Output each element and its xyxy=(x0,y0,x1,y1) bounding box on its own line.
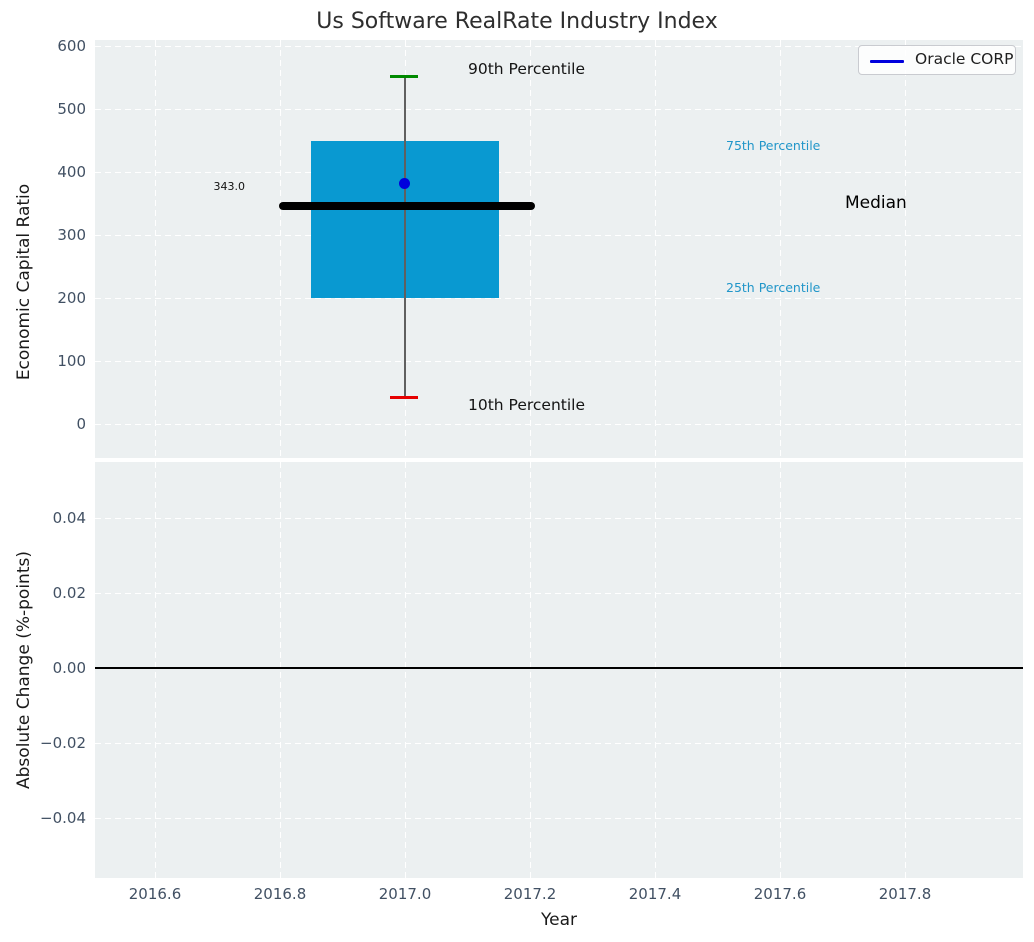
p90-label: 90th Percentile xyxy=(468,60,586,78)
gridline xyxy=(405,462,406,878)
y-tick-label: 0 xyxy=(76,415,86,433)
gridline xyxy=(95,172,1023,173)
x-axis-label: Year xyxy=(541,910,577,930)
bottom-plot-area xyxy=(95,462,1023,878)
gridline xyxy=(905,462,906,878)
oracle-data-point xyxy=(399,178,410,189)
p10-whisker-cap xyxy=(390,396,418,399)
gridline xyxy=(95,109,1023,110)
x-tick-label: 2017.4 xyxy=(628,885,682,903)
legend-entry-label: Oracle CORP xyxy=(915,50,1014,68)
gridline xyxy=(95,593,1023,594)
y-tick-label: 0.04 xyxy=(52,509,86,527)
p75-label: 75th Percentile xyxy=(726,138,821,153)
gridline xyxy=(95,361,1023,362)
gridline xyxy=(95,518,1023,519)
gridline xyxy=(155,462,156,878)
bottom-y-axis-label: Absolute Change (%-points) xyxy=(14,551,34,789)
gridline xyxy=(95,424,1023,425)
x-tick-label: 2017.6 xyxy=(753,885,807,903)
top-y-axis-label: Economic Capital Ratio xyxy=(14,183,34,381)
x-tick-label: 2016.6 xyxy=(128,885,182,903)
x-tick-label: 2017.2 xyxy=(503,885,557,903)
median-value-annotation: 343.0 xyxy=(213,180,246,193)
x-tick-label: 2016.8 xyxy=(253,885,307,903)
median-label: Median xyxy=(845,193,907,213)
gridline xyxy=(655,40,656,458)
gridline xyxy=(95,298,1023,299)
y-tick-label: 600 xyxy=(57,37,86,55)
gridline xyxy=(905,40,906,458)
y-tick-label: 300 xyxy=(57,226,86,244)
gridline xyxy=(780,462,781,878)
p25-label: 25th Percentile xyxy=(726,280,821,295)
gridline xyxy=(95,46,1023,47)
gridline xyxy=(280,40,281,458)
y-tick-label: 200 xyxy=(57,289,86,307)
gridline xyxy=(530,462,531,878)
y-tick-label: −0.04 xyxy=(40,809,86,827)
median-line xyxy=(279,202,535,210)
gridline xyxy=(530,40,531,458)
y-tick-label: 400 xyxy=(57,163,86,181)
p90-whisker-cap xyxy=(390,75,418,78)
y-tick-label: −0.02 xyxy=(40,734,86,752)
x-tick-label: 2017.0 xyxy=(378,885,432,903)
zero-reference-line xyxy=(95,667,1023,669)
legend-line-sample xyxy=(870,60,904,63)
whisker-line xyxy=(404,77,406,398)
y-tick-label: 500 xyxy=(57,100,86,118)
y-tick-label: 0.00 xyxy=(52,659,86,677)
gridline xyxy=(95,743,1023,744)
gridline xyxy=(95,235,1023,236)
y-tick-label: 100 xyxy=(57,352,86,370)
gridline xyxy=(780,40,781,458)
chart-title: Us Software RealRate Industry Index xyxy=(316,9,718,34)
gridline xyxy=(280,462,281,878)
gridline xyxy=(155,40,156,458)
x-tick-label: 2017.8 xyxy=(878,885,932,903)
top-plot-area: 343.0 90th Percentile 75th Percentile Me… xyxy=(95,40,1023,458)
gridline xyxy=(655,462,656,878)
p10-label: 10th Percentile xyxy=(468,396,586,414)
legend: Oracle CORP xyxy=(858,45,1016,75)
gridline xyxy=(95,818,1023,819)
y-tick-label: 0.02 xyxy=(52,584,86,602)
